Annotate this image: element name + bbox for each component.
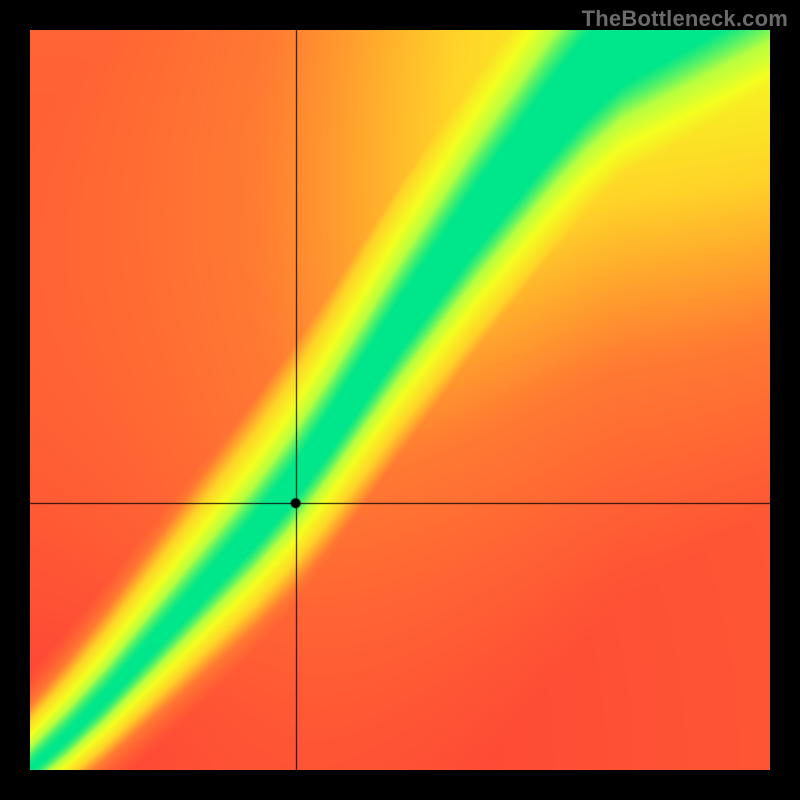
watermark-text: TheBottleneck.com (582, 6, 788, 32)
chart-container: TheBottleneck.com (0, 0, 800, 800)
overlay-canvas (30, 30, 770, 770)
